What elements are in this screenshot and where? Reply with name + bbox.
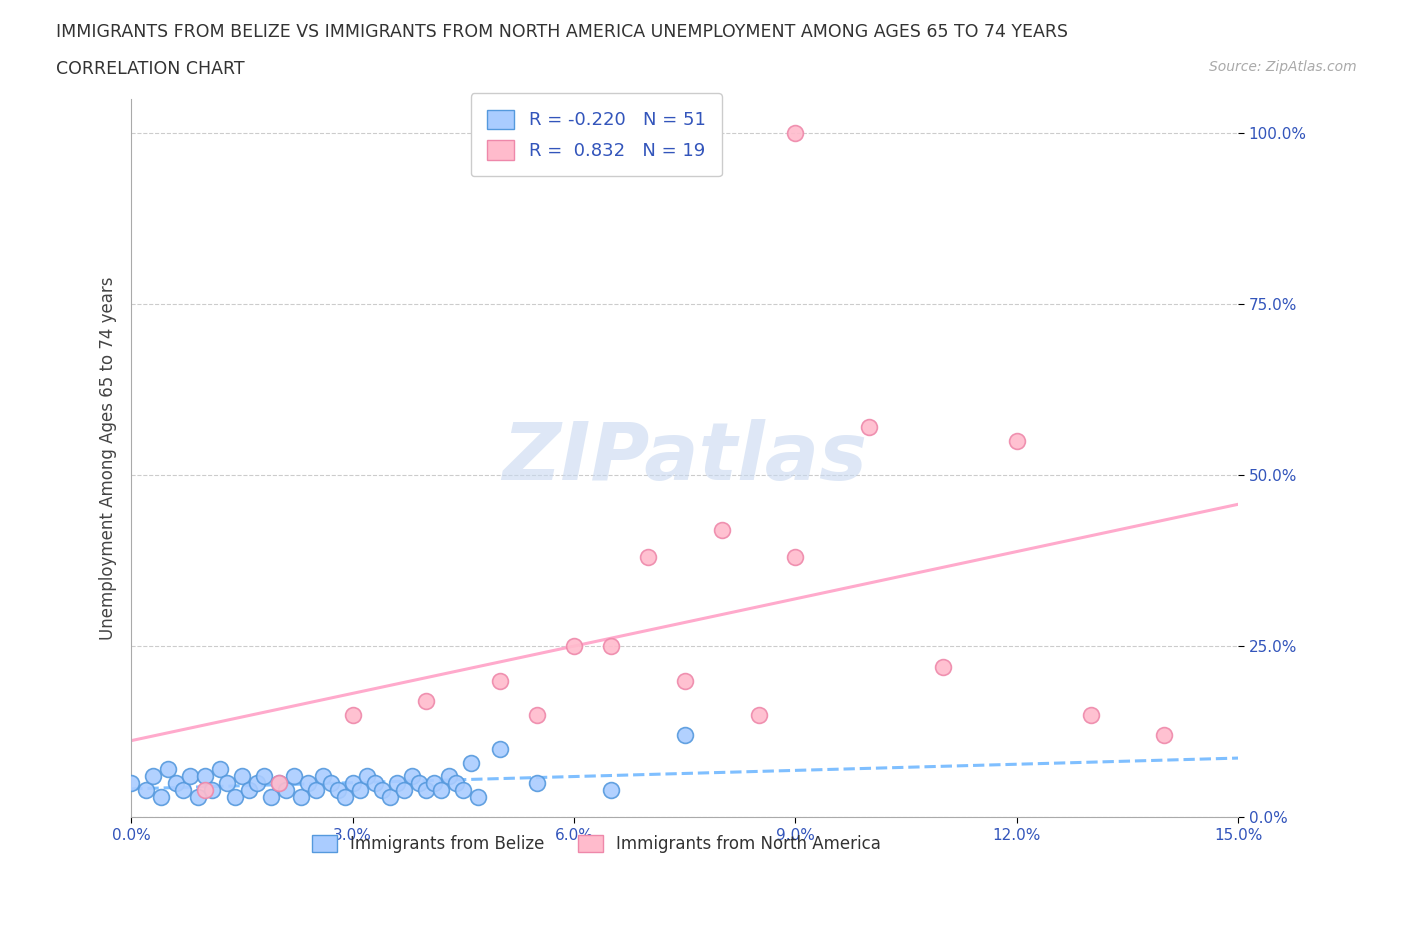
Point	[453, 782, 475, 797]
Point	[335, 790, 357, 804]
Text: CORRELATION CHART: CORRELATION CHART	[56, 60, 245, 78]
Point	[378, 790, 401, 804]
Point	[562, 639, 585, 654]
Point	[135, 782, 157, 797]
Point	[305, 782, 328, 797]
Point	[312, 769, 335, 784]
Point	[208, 762, 231, 777]
Point	[460, 755, 482, 770]
Point	[401, 769, 423, 784]
Legend: Immigrants from Belize, Immigrants from North America: Immigrants from Belize, Immigrants from …	[305, 828, 887, 859]
Point	[217, 776, 239, 790]
Point	[1080, 708, 1102, 723]
Point	[224, 790, 246, 804]
Point	[290, 790, 312, 804]
Point	[179, 769, 201, 784]
Point	[326, 782, 349, 797]
Point	[858, 419, 880, 434]
Text: ZIPatlas: ZIPatlas	[502, 419, 868, 497]
Point	[710, 523, 733, 538]
Point	[673, 673, 696, 688]
Point	[437, 769, 460, 784]
Point	[267, 776, 290, 790]
Point	[600, 782, 623, 797]
Point	[276, 782, 298, 797]
Point	[246, 776, 269, 790]
Point	[231, 769, 253, 784]
Point	[408, 776, 430, 790]
Point	[297, 776, 319, 790]
Point	[319, 776, 342, 790]
Point	[430, 782, 453, 797]
Text: Source: ZipAtlas.com: Source: ZipAtlas.com	[1209, 60, 1357, 74]
Point	[342, 776, 364, 790]
Point	[120, 776, 142, 790]
Point	[253, 769, 276, 784]
Point	[267, 776, 290, 790]
Point	[526, 776, 548, 790]
Text: IMMIGRANTS FROM BELIZE VS IMMIGRANTS FROM NORTH AMERICA UNEMPLOYMENT AMONG AGES : IMMIGRANTS FROM BELIZE VS IMMIGRANTS FRO…	[56, 23, 1069, 41]
Point	[187, 790, 209, 804]
Point	[349, 782, 371, 797]
Point	[371, 782, 394, 797]
Point	[142, 769, 165, 784]
Point	[201, 782, 224, 797]
Point	[342, 708, 364, 723]
Point	[423, 776, 446, 790]
Point	[747, 708, 769, 723]
Point	[467, 790, 489, 804]
Point	[283, 769, 305, 784]
Point	[600, 639, 623, 654]
Point	[489, 673, 512, 688]
Point	[165, 776, 187, 790]
Point	[356, 769, 378, 784]
Point	[415, 694, 437, 709]
Point	[364, 776, 387, 790]
Point	[637, 550, 659, 565]
Point	[785, 550, 807, 565]
Point	[238, 782, 260, 797]
Point	[444, 776, 467, 790]
Point	[526, 708, 548, 723]
Point	[489, 741, 512, 756]
Point	[1153, 728, 1175, 743]
Point	[194, 782, 217, 797]
Point	[194, 769, 217, 784]
Point	[394, 782, 416, 797]
Y-axis label: Unemployment Among Ages 65 to 74 years: Unemployment Among Ages 65 to 74 years	[100, 276, 117, 640]
Point	[149, 790, 172, 804]
Point	[415, 782, 437, 797]
Point	[932, 659, 955, 674]
Point	[385, 776, 408, 790]
Point	[673, 728, 696, 743]
Point	[172, 782, 194, 797]
Point	[260, 790, 283, 804]
Point	[157, 762, 180, 777]
Point	[1005, 433, 1028, 448]
Point	[785, 126, 807, 140]
